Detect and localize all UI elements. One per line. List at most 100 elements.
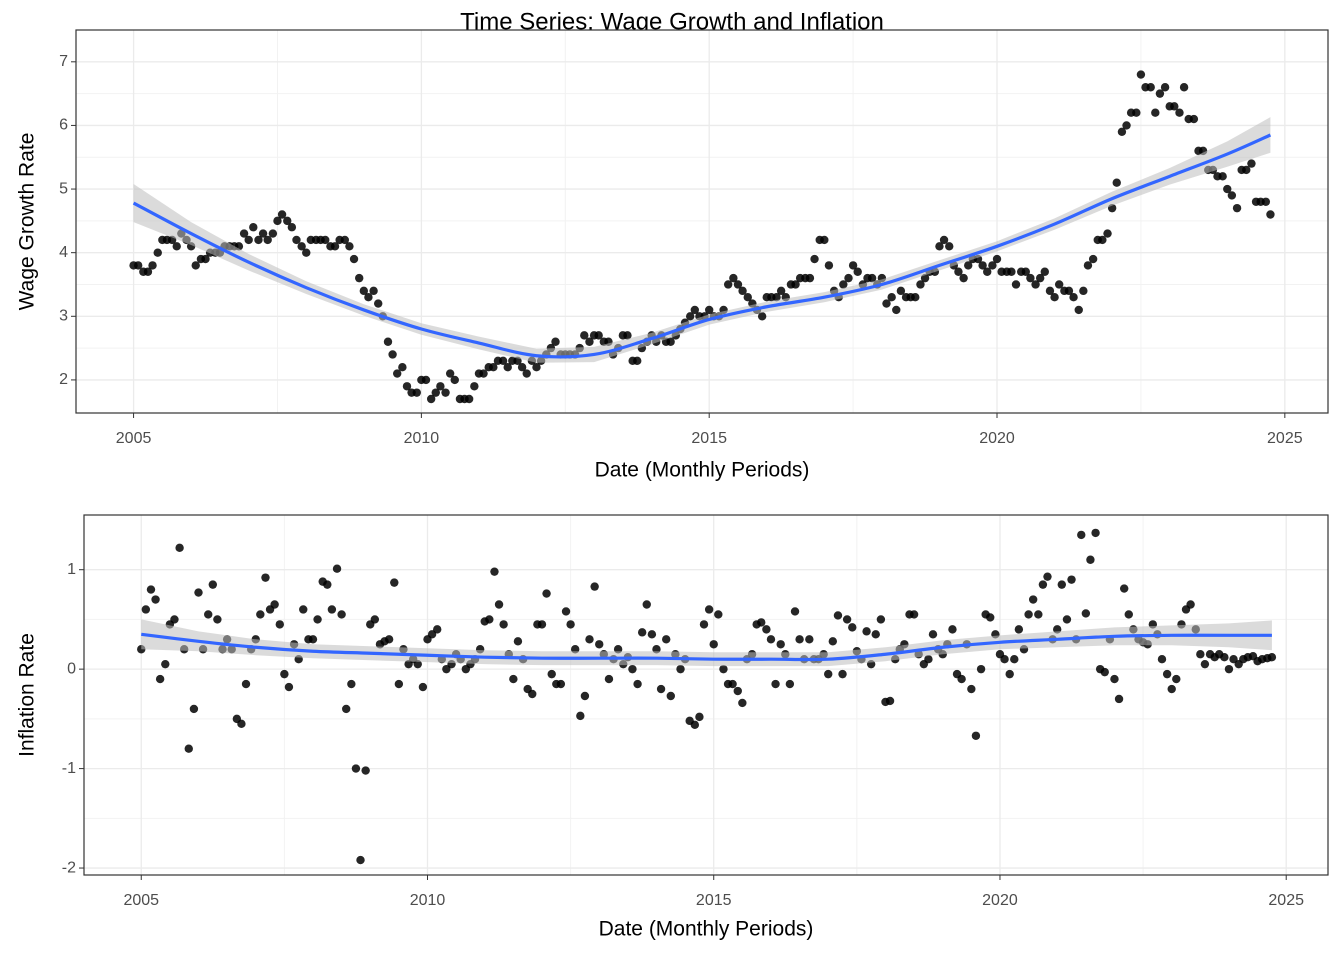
point	[790, 607, 800, 616]
point	[909, 610, 919, 619]
point	[1021, 267, 1030, 276]
point	[1200, 659, 1210, 669]
point	[771, 679, 780, 689]
point	[848, 261, 858, 270]
point	[1117, 127, 1127, 136]
y-tick-label: 6	[59, 117, 68, 134]
point	[1218, 172, 1227, 181]
point	[1028, 595, 1038, 604]
point	[499, 620, 508, 629]
point	[853, 267, 862, 276]
point	[762, 625, 771, 634]
point	[1189, 114, 1199, 124]
x-tick-label: 2020	[979, 430, 1015, 447]
point	[1146, 83, 1155, 92]
point	[805, 635, 814, 644]
point	[517, 362, 527, 372]
point	[1132, 108, 1141, 117]
point	[175, 543, 184, 553]
point	[1069, 293, 1078, 302]
point	[1227, 191, 1237, 200]
y-tick-label: 0	[67, 660, 76, 677]
point	[213, 615, 222, 624]
point	[313, 615, 322, 624]
point	[498, 356, 508, 366]
x-axis-title: Date (Monthly Periods)	[599, 918, 814, 941]
point	[194, 588, 203, 597]
point	[1223, 184, 1232, 194]
point	[1167, 684, 1176, 694]
x-tick-label: 2015	[696, 892, 732, 909]
point	[332, 564, 342, 573]
point	[935, 242, 944, 251]
point	[513, 637, 523, 646]
x-tick-label: 2005	[116, 430, 152, 447]
point	[595, 640, 604, 649]
point	[1045, 286, 1055, 296]
point	[388, 350, 397, 359]
plot-border	[75, 29, 1329, 414]
point	[494, 600, 504, 609]
point	[1160, 83, 1170, 92]
y-tick-label: -1	[62, 760, 76, 777]
point	[959, 273, 968, 283]
point	[239, 229, 249, 238]
point	[896, 286, 906, 296]
x-tick-label: 2015	[691, 430, 727, 447]
point	[1062, 615, 1072, 624]
point	[148, 261, 157, 270]
x-axis-title: Date (Monthly Periods)	[595, 459, 810, 482]
point	[141, 605, 151, 614]
x-tick-label: 2010	[404, 430, 440, 447]
point	[356, 855, 365, 865]
point	[576, 711, 585, 721]
y-axis-title: Wage Growth Rate	[16, 133, 39, 311]
point	[345, 242, 354, 251]
point	[151, 595, 160, 604]
point	[330, 242, 340, 251]
point	[967, 684, 976, 694]
point	[1179, 83, 1189, 92]
y-tick-label: -2	[62, 859, 76, 876]
point	[1064, 286, 1074, 296]
point	[273, 216, 282, 226]
point	[161, 659, 170, 669]
point	[369, 286, 378, 296]
point	[964, 261, 973, 270]
point	[738, 286, 747, 296]
point	[1014, 625, 1024, 634]
point	[490, 567, 499, 576]
point	[351, 764, 361, 773]
point	[256, 610, 265, 619]
trend-line	[132, 133, 1272, 359]
point	[939, 235, 949, 245]
point	[143, 267, 153, 276]
point	[503, 362, 512, 372]
point	[743, 293, 752, 302]
point	[1172, 674, 1181, 684]
point	[237, 719, 246, 729]
point	[928, 630, 938, 639]
point	[604, 674, 614, 684]
point	[277, 210, 287, 219]
point	[685, 312, 695, 321]
point	[824, 669, 833, 679]
point	[327, 605, 337, 614]
point	[479, 369, 488, 378]
point	[824, 261, 834, 270]
point	[887, 293, 896, 302]
point	[361, 766, 370, 775]
panel: 2005 2010 2015 2020 2025 -2 -1 0 1 Date (Monthly …	[16, 514, 1329, 941]
point	[1077, 530, 1086, 540]
point	[916, 280, 925, 289]
x-tick-label: 2010	[410, 892, 446, 909]
x-tick-label: 2020	[982, 892, 1018, 909]
point	[464, 394, 474, 404]
plot-background	[84, 515, 1328, 875]
point	[191, 261, 200, 270]
point	[766, 635, 776, 644]
point	[709, 640, 718, 649]
point	[924, 654, 933, 664]
point	[776, 286, 786, 296]
point	[551, 337, 560, 346]
